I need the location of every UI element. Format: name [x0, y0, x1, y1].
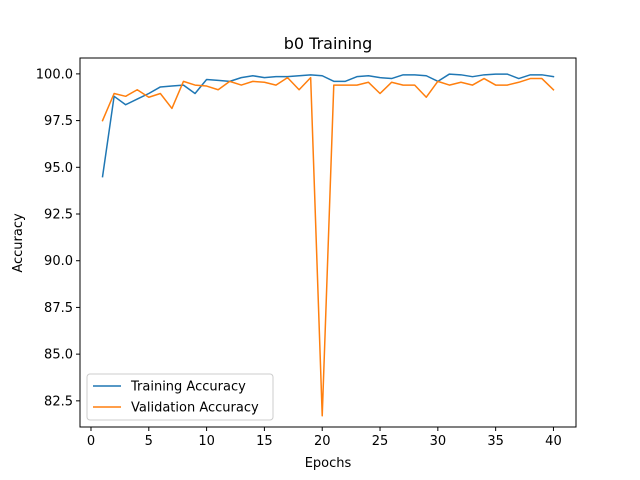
series-line-validation-accuracy — [101, 76, 555, 417]
x-tick-label: 25 — [372, 434, 389, 449]
chart-title: b0 Training — [284, 34, 373, 53]
x-tick-label: 5 — [145, 434, 153, 449]
legend-box — [86, 373, 274, 421]
x-tick-label: 30 — [430, 434, 447, 449]
legend: Training Accuracy Validation Accuracy — [86, 373, 274, 421]
series-line-training-accuracy — [101, 73, 555, 178]
y-axis: 82.5 85.0 87.5 90.0 92.5 95.0 97.5 100.0 — [36, 67, 80, 409]
x-tick-label: 20 — [314, 434, 331, 449]
y-tick-label: 82.5 — [44, 394, 73, 409]
y-tick-label: 97.5 — [44, 114, 73, 129]
y-axis-label: Accuracy — [11, 213, 26, 273]
legend-label: Validation Accuracy — [131, 401, 259, 416]
x-tick-label: 15 — [256, 434, 273, 449]
y-tick-label: 95.0 — [44, 161, 73, 176]
x-tick-label: 10 — [198, 434, 215, 449]
x-tick-label: 35 — [487, 434, 504, 449]
y-tick-label: 92.5 — [44, 208, 73, 223]
y-tick-label: 90.0 — [44, 254, 73, 269]
plot-frame — [79, 57, 577, 428]
y-tick-label: 100.0 — [36, 67, 73, 82]
y-tick-label: 85.0 — [44, 348, 73, 363]
x-axis-label: Epochs — [305, 456, 352, 471]
x-tick-label: 0 — [87, 434, 95, 449]
x-tick-label: 40 — [545, 434, 562, 449]
plot-area — [101, 73, 555, 417]
y-tick-label: 87.5 — [44, 301, 73, 316]
legend-label: Training Accuracy — [130, 380, 246, 395]
x-axis: 0 5 10 15 20 25 30 35 40 — [87, 427, 562, 449]
